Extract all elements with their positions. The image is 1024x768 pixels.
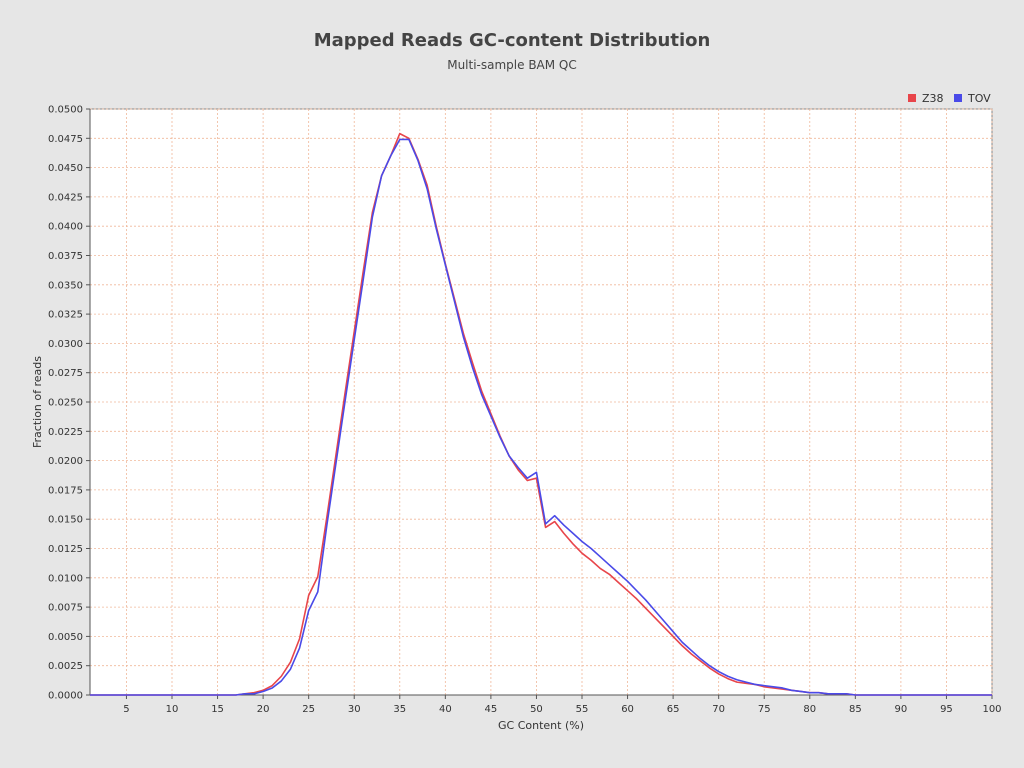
legend-swatch-z38 — [908, 94, 916, 102]
y-tick-label: 0.0325 — [48, 310, 83, 321]
legend-swatch-tov — [954, 94, 962, 102]
x-tick-label: 35 — [393, 704, 406, 715]
y-tick-label: 0.0200 — [48, 456, 83, 467]
y-tick-label: 0.0275 — [48, 368, 83, 379]
x-tick-label: 15 — [211, 704, 224, 715]
x-tick-label: 85 — [849, 704, 862, 715]
x-tick-label: 90 — [895, 704, 908, 715]
y-tick-label: 0.0050 — [48, 632, 83, 643]
series-layer — [90, 132, 992, 696]
x-tick-label: 100 — [982, 704, 1001, 715]
y-tick-label: 0.0375 — [48, 251, 83, 262]
y-tick-label: 0.0100 — [48, 573, 83, 584]
y-tick-label: 0.0150 — [48, 515, 83, 526]
y-tick-label: 0.0225 — [48, 427, 83, 438]
y-tick-label: 0.0175 — [48, 485, 83, 496]
x-tick-label: 10 — [166, 704, 179, 715]
x-tick-label: 45 — [485, 704, 498, 715]
y-tick-label: 0.0350 — [48, 280, 83, 291]
x-tick-label: 20 — [257, 704, 270, 715]
x-tick-label: 50 — [530, 704, 543, 715]
y-tick-label: 0.0425 — [48, 192, 83, 203]
x-tick-label: 55 — [576, 704, 589, 715]
x-tick-label: 30 — [348, 704, 361, 715]
y-tick-label: 0.0400 — [48, 222, 83, 233]
x-tick-label: 65 — [667, 704, 680, 715]
plot-area — [89, 108, 993, 696]
y-tick-label: 0.0475 — [48, 134, 83, 145]
x-tick-label: 75 — [758, 704, 771, 715]
legend: Z38 TOV — [908, 92, 991, 105]
y-tick-label: 0.0000 — [48, 691, 83, 702]
y-axis-label: Fraction of reads — [31, 356, 44, 448]
x-tick-label: 25 — [302, 704, 315, 715]
y-tick-label: 0.0125 — [48, 544, 83, 555]
x-tick-label: 5 — [123, 704, 129, 715]
x-tick-label: 40 — [439, 704, 452, 715]
y-tick-label: 0.0300 — [48, 339, 83, 350]
x-tick-label: 80 — [803, 704, 816, 715]
legend-label-tov: TOV — [967, 92, 991, 105]
x-axis-label: GC Content (%) — [498, 719, 584, 732]
x-tick-label: 70 — [712, 704, 725, 715]
y-tick-label: 0.0500 — [48, 105, 83, 116]
y-tick-label: 0.0025 — [48, 661, 83, 672]
x-tick-label: 95 — [940, 704, 953, 715]
grid-layer — [90, 108, 993, 696]
legend-label-z38: Z38 — [922, 92, 944, 105]
series-line-tov — [90, 138, 992, 696]
y-tick-label: 0.0250 — [48, 398, 83, 409]
y-tick-label: 0.0450 — [48, 163, 83, 174]
y-tick-label: 0.0075 — [48, 603, 83, 614]
chart-title: Mapped Reads GC-content Distribution — [313, 30, 711, 51]
chart-subtitle: Multi-sample BAM QC — [447, 58, 577, 72]
x-tick-label: 60 — [621, 704, 634, 715]
